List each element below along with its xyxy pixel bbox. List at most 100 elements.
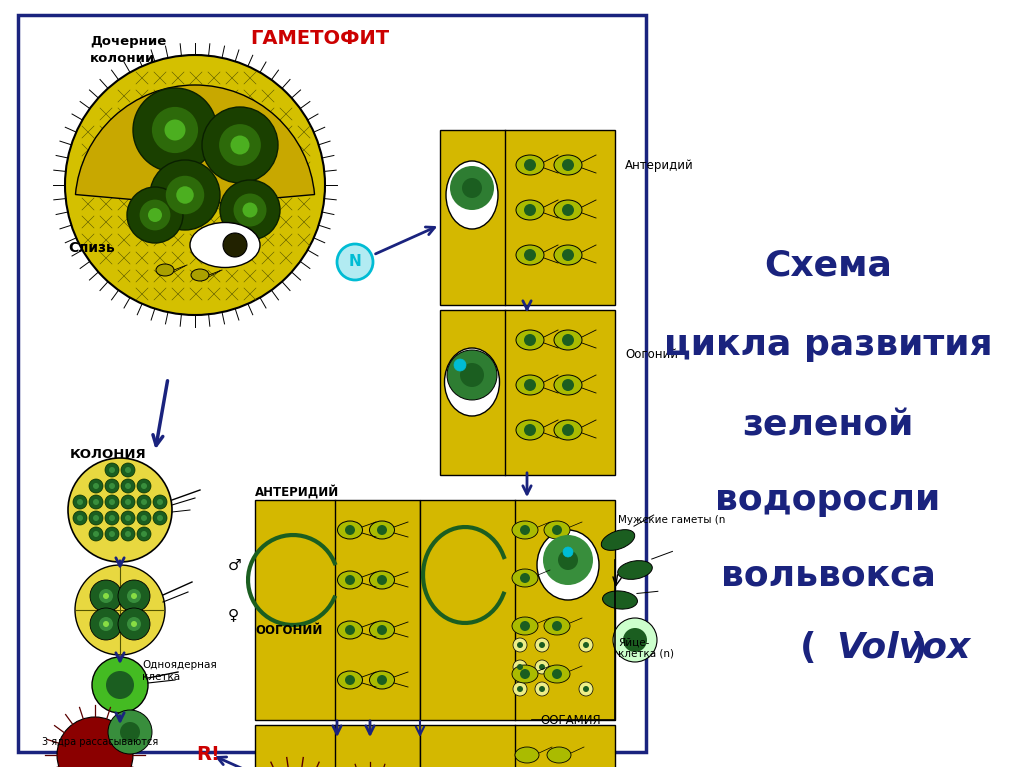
Circle shape: [125, 483, 131, 489]
Circle shape: [539, 686, 545, 692]
Circle shape: [157, 499, 163, 505]
Ellipse shape: [516, 330, 544, 350]
Ellipse shape: [512, 665, 538, 683]
Ellipse shape: [512, 521, 538, 539]
Circle shape: [524, 204, 536, 216]
Circle shape: [109, 515, 115, 521]
Circle shape: [137, 479, 151, 493]
Circle shape: [125, 499, 131, 505]
Circle shape: [109, 531, 115, 537]
Circle shape: [93, 515, 99, 521]
Circle shape: [121, 479, 135, 493]
Circle shape: [89, 479, 103, 493]
Circle shape: [166, 176, 204, 214]
Text: ООГАМИЯ: ООГАМИЯ: [540, 713, 601, 726]
Circle shape: [552, 525, 562, 535]
Bar: [420, 725, 615, 767]
Circle shape: [377, 525, 387, 535]
Circle shape: [377, 575, 387, 585]
Bar: [440, 310, 615, 475]
Ellipse shape: [554, 375, 582, 395]
Circle shape: [517, 664, 523, 670]
Circle shape: [583, 686, 589, 692]
Ellipse shape: [554, 155, 582, 175]
Circle shape: [543, 535, 593, 585]
Ellipse shape: [544, 665, 570, 683]
Ellipse shape: [516, 245, 544, 265]
Circle shape: [513, 660, 527, 674]
Circle shape: [77, 515, 83, 521]
Circle shape: [535, 638, 549, 652]
Text: КОЛОНИЯ: КОЛОНИЯ: [70, 449, 146, 462]
Circle shape: [118, 608, 150, 640]
Circle shape: [517, 686, 523, 692]
Circle shape: [120, 722, 140, 742]
Circle shape: [562, 249, 574, 261]
Text: ♀: ♀: [228, 607, 240, 623]
Circle shape: [137, 511, 151, 525]
Circle shape: [223, 233, 247, 257]
Circle shape: [579, 682, 593, 696]
Circle shape: [89, 495, 103, 509]
Circle shape: [92, 657, 148, 713]
Circle shape: [109, 499, 115, 505]
Circle shape: [127, 617, 141, 631]
Circle shape: [552, 669, 562, 679]
Bar: [420, 500, 615, 720]
Text: R!: R!: [197, 746, 220, 765]
Circle shape: [105, 479, 119, 493]
Circle shape: [447, 350, 497, 400]
Circle shape: [345, 675, 355, 685]
Circle shape: [517, 642, 523, 648]
Circle shape: [176, 186, 194, 204]
Ellipse shape: [512, 569, 538, 587]
Circle shape: [73, 495, 87, 509]
Bar: [18, 15, 646, 752]
Ellipse shape: [554, 200, 582, 220]
Circle shape: [345, 525, 355, 535]
Ellipse shape: [338, 671, 362, 689]
Circle shape: [108, 710, 152, 754]
Ellipse shape: [338, 521, 362, 539]
Ellipse shape: [191, 269, 209, 281]
Circle shape: [202, 107, 278, 183]
Circle shape: [133, 88, 217, 172]
Circle shape: [152, 107, 198, 153]
Circle shape: [68, 458, 172, 562]
Text: N: N: [348, 255, 361, 269]
Circle shape: [89, 527, 103, 541]
Circle shape: [450, 166, 494, 210]
Circle shape: [153, 495, 167, 509]
Circle shape: [57, 717, 133, 767]
Text: ): ): [910, 631, 927, 665]
Circle shape: [90, 580, 122, 612]
Circle shape: [99, 617, 113, 631]
Circle shape: [106, 671, 134, 699]
Circle shape: [131, 621, 137, 627]
Circle shape: [93, 531, 99, 537]
Circle shape: [583, 642, 589, 648]
Circle shape: [520, 621, 530, 631]
Circle shape: [535, 660, 549, 674]
Ellipse shape: [516, 200, 544, 220]
Circle shape: [121, 463, 135, 477]
Ellipse shape: [516, 375, 544, 395]
Circle shape: [93, 499, 99, 505]
Ellipse shape: [554, 330, 582, 350]
Circle shape: [121, 495, 135, 509]
Ellipse shape: [515, 747, 539, 763]
Text: водоросли: водоросли: [716, 483, 941, 517]
Text: Мужские гаметы (n: Мужские гаметы (n: [618, 515, 725, 525]
Circle shape: [230, 136, 250, 154]
Circle shape: [520, 669, 530, 679]
Circle shape: [552, 621, 562, 631]
Circle shape: [153, 511, 167, 525]
Text: 3 ядра рассасываются: 3 ядра рассасываются: [42, 737, 159, 747]
Circle shape: [89, 511, 103, 525]
Bar: [255, 500, 420, 720]
Circle shape: [65, 55, 325, 315]
Circle shape: [141, 531, 147, 537]
Ellipse shape: [370, 571, 394, 589]
Circle shape: [233, 193, 266, 226]
Circle shape: [125, 467, 131, 473]
